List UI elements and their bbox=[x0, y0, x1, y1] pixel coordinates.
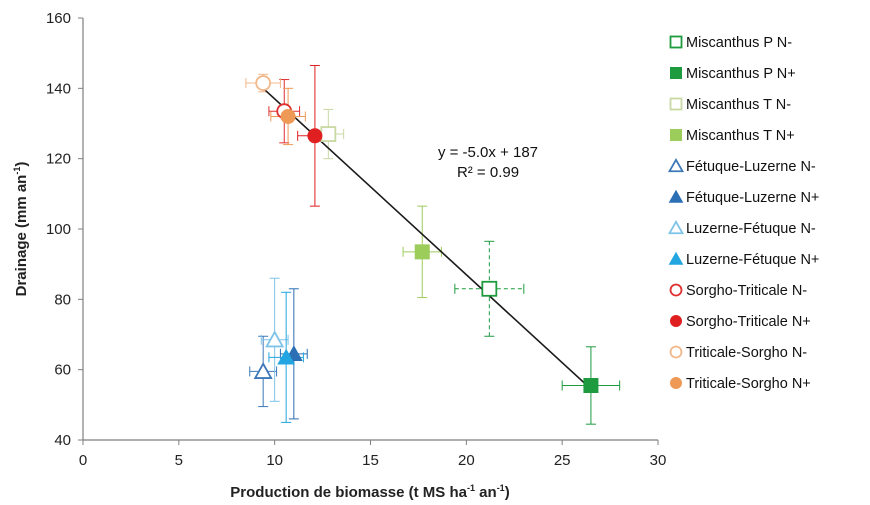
x-tick-label: 25 bbox=[554, 452, 571, 469]
legend-label: Miscanthus P N- bbox=[686, 35, 792, 51]
trendline-equation: y = -5.0x + 187 bbox=[438, 144, 538, 161]
y-tick-label: 120 bbox=[46, 151, 71, 168]
legend-label: Luzerne-Fétuque N+ bbox=[686, 252, 819, 268]
legend-label: Fétuque-Luzerne N+ bbox=[686, 190, 819, 206]
legend-marker bbox=[669, 35, 683, 49]
data-point bbox=[414, 244, 430, 260]
x-tick-label: 15 bbox=[362, 452, 379, 469]
y-tick-label: 40 bbox=[54, 432, 71, 449]
legend-label: Sorgho-Triticale N+ bbox=[686, 314, 811, 330]
legend-marker bbox=[669, 345, 683, 359]
x-tick-label: 20 bbox=[458, 452, 475, 469]
data-point bbox=[320, 126, 337, 142]
legend-label: Fétuque-Luzerne N- bbox=[686, 159, 816, 175]
y-axis-title: Drainage (mm an-1) bbox=[12, 162, 30, 297]
legend-label: Miscanthus P N+ bbox=[686, 66, 796, 82]
legend-marker bbox=[667, 157, 685, 173]
data-point bbox=[481, 280, 498, 297]
legend-marker bbox=[670, 67, 682, 79]
legend: Miscanthus P N- Miscanthus P N+ Miscanthus… bbox=[667, 35, 819, 392]
data-point bbox=[277, 348, 296, 365]
legend-marker bbox=[668, 251, 684, 265]
legend-label: Miscanthus T N+ bbox=[686, 128, 795, 144]
legend-marker bbox=[669, 283, 683, 297]
data-point bbox=[280, 108, 296, 124]
y-tick-label: 140 bbox=[46, 80, 71, 97]
y-tick-label: 60 bbox=[54, 362, 71, 379]
legend-label: Triticale-Sorgho N- bbox=[686, 345, 807, 361]
legend-label: Luzerne-Fétuque N- bbox=[686, 221, 816, 237]
y-axis-ticks: 40 60 80 100 120 140 160 bbox=[46, 10, 83, 449]
x-tick-label: 5 bbox=[175, 452, 183, 469]
data-point bbox=[265, 330, 285, 348]
legend-marker bbox=[670, 129, 682, 141]
x-axis-title: Production de biomasse (t MS ha-1 an-1) bbox=[230, 483, 509, 501]
data-point bbox=[307, 128, 323, 144]
legend-marker bbox=[667, 219, 685, 235]
data-point bbox=[255, 75, 272, 91]
trendline-r2: R² = 0.99 bbox=[457, 164, 519, 181]
x-tick-label: 30 bbox=[650, 452, 667, 469]
y-tick-label: 80 bbox=[54, 291, 71, 308]
legend-marker bbox=[670, 315, 682, 327]
x-tick-label: 10 bbox=[266, 452, 283, 469]
y-tick-label: 160 bbox=[46, 10, 71, 27]
legend-label: Sorgho-Triticale N- bbox=[686, 283, 807, 299]
legend-marker bbox=[670, 377, 682, 389]
x-tick-label: 0 bbox=[79, 452, 87, 469]
legend-marker bbox=[668, 189, 684, 203]
y-tick-label: 100 bbox=[46, 221, 71, 238]
data-point bbox=[253, 361, 273, 379]
data-point bbox=[583, 377, 599, 393]
data-markers bbox=[253, 75, 599, 393]
x-axis-ticks: 0 5 10 15 20 25 30 bbox=[79, 440, 667, 469]
legend-label: Miscanthus T N- bbox=[686, 97, 791, 113]
legend-label: Triticale-Sorgho N+ bbox=[686, 376, 811, 392]
legend-marker bbox=[669, 97, 683, 111]
